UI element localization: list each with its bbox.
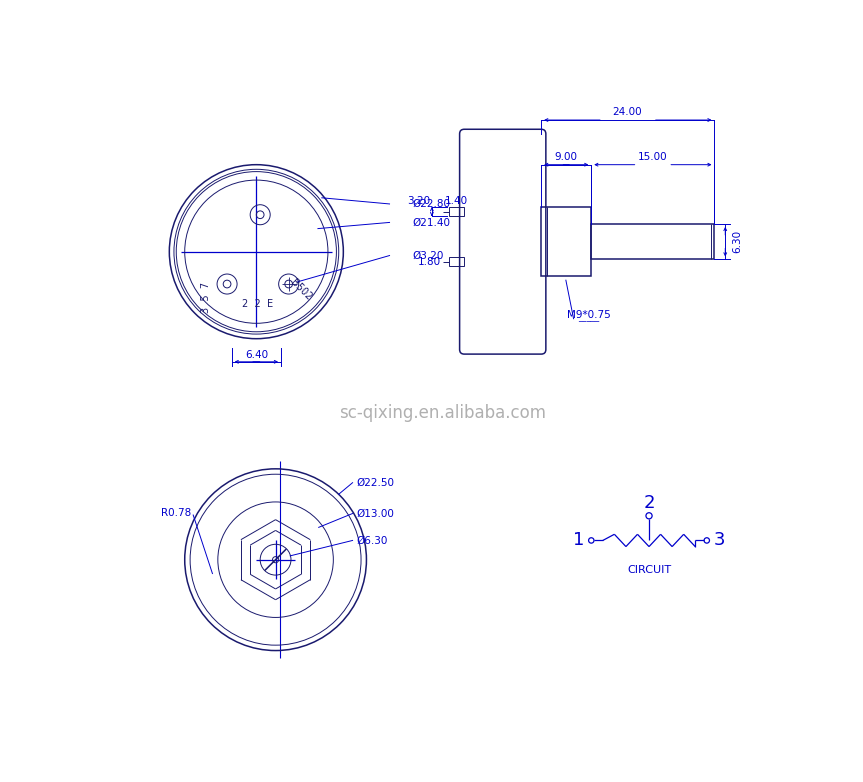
Text: Ø6.30: Ø6.30	[356, 536, 387, 545]
Text: 3  5  7: 3 5 7	[201, 282, 211, 314]
Text: B502: B502	[288, 278, 313, 303]
Text: CIRCUIT: CIRCUIT	[627, 565, 671, 575]
Text: sc-qixing.en.alibaba.com: sc-qixing.en.alibaba.com	[339, 404, 546, 422]
Text: 1.80: 1.80	[418, 256, 441, 267]
Text: 2: 2	[643, 494, 655, 512]
Text: Ø22.50: Ø22.50	[356, 478, 394, 488]
Text: M9*0.75: M9*0.75	[567, 310, 611, 320]
Bar	[449, 257, 464, 267]
Text: Ø22.80: Ø22.80	[413, 199, 450, 209]
Text: Ø13.00: Ø13.00	[356, 508, 394, 518]
Bar	[591, 224, 715, 260]
Text: 3: 3	[714, 532, 725, 550]
Text: 6.30: 6.30	[733, 230, 742, 253]
Text: Ø21.40: Ø21.40	[413, 217, 450, 228]
Text: 9.00: 9.00	[554, 152, 577, 162]
Bar	[449, 207, 464, 217]
Text: 2  2  E: 2 2 E	[243, 299, 274, 309]
Text: 15.00: 15.00	[638, 152, 668, 162]
Bar	[541, 207, 591, 276]
Text: 1.40: 1.40	[445, 196, 468, 206]
Text: Ø3.20: Ø3.20	[413, 250, 444, 260]
Text: ─────: ─────	[578, 320, 600, 325]
Text: 24.00: 24.00	[613, 107, 642, 117]
Text: 6.40: 6.40	[245, 350, 268, 360]
Text: 1: 1	[573, 532, 584, 550]
Text: 3.20: 3.20	[407, 196, 431, 206]
Text: R0.78: R0.78	[161, 508, 191, 518]
